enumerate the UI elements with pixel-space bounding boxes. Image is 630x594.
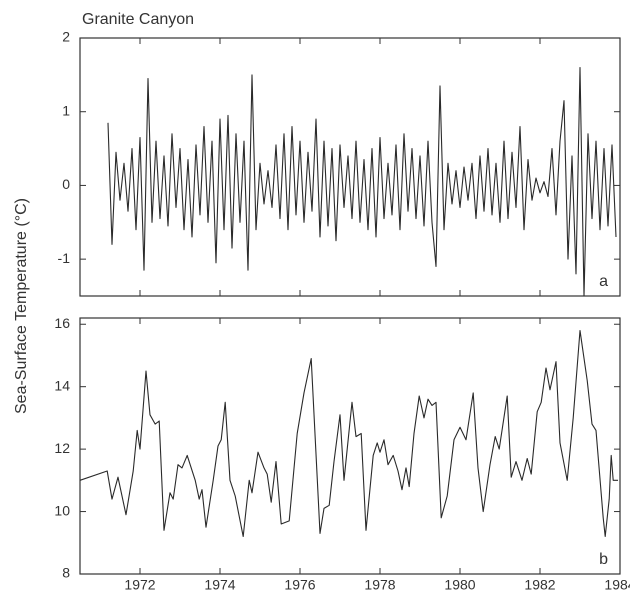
y-tick-label: 12 xyxy=(54,440,70,456)
panel-b-frame xyxy=(79,317,621,575)
y-tick-label: 8 xyxy=(62,565,70,581)
y-tick-label: -1 xyxy=(58,250,71,266)
y-tick-label: 2 xyxy=(62,29,70,45)
x-tick-label: 1976 xyxy=(284,577,315,593)
data-line xyxy=(107,66,617,297)
x-tick-label: 1974 xyxy=(204,577,235,593)
x-tick-label: 1984 xyxy=(604,577,630,593)
panel-a-frame xyxy=(79,37,621,297)
x-tick-label: 1978 xyxy=(364,577,395,593)
x-tick-label: 1980 xyxy=(444,577,475,593)
panel-label: a xyxy=(599,273,608,290)
data-line xyxy=(79,329,618,538)
y-tick-label: 0 xyxy=(62,176,70,192)
x-tick-label: 1982 xyxy=(524,577,555,593)
y-tick-label: 10 xyxy=(54,502,70,518)
y-tick-label: 16 xyxy=(54,315,70,331)
y-axis-label: Sea-Surface Temperature (°C) xyxy=(13,198,30,414)
chart-title: Granite Canyon xyxy=(82,11,194,28)
panel-label: b xyxy=(599,551,608,568)
y-tick-label: 1 xyxy=(62,102,70,118)
x-tick-label: 1972 xyxy=(124,577,155,593)
y-tick-label: 14 xyxy=(54,377,70,393)
